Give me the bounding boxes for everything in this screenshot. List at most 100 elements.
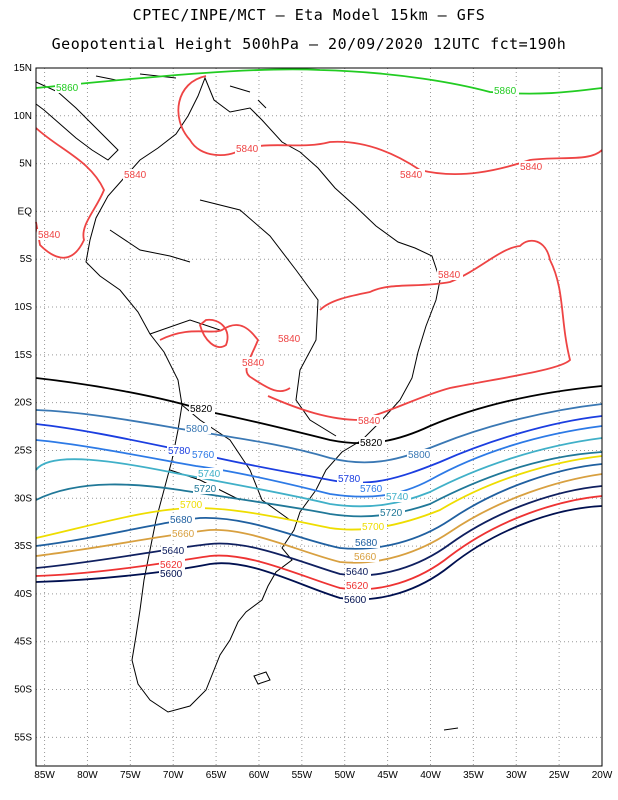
map-frame [35, 67, 603, 767]
latitude-tick-labels: 15N 10N 5N EQ 5S 10S 15S 20S 25S 30S 35S 40S 45S 50S 5… [14, 63, 33, 743]
lat-tick-label: 15S [14, 350, 32, 361]
contour-label-background [343, 594, 369, 605]
contour-5620 [35, 495, 603, 591]
map-background [36, 68, 602, 766]
contour-label-5760: 5760 [192, 450, 215, 461]
contour-label-5840: 5840 [242, 358, 265, 369]
lat-tick-label: 55S [14, 732, 32, 743]
contour-label-5820: 5820 [360, 438, 383, 449]
andes-borders [109, 229, 291, 521]
contour-label-background [353, 551, 379, 562]
contour-label-background [37, 229, 63, 240]
contour-label-5840: 5840 [124, 170, 147, 181]
contour-5840 [177, 75, 603, 176]
lon-tick-label: 85W [34, 770, 55, 781]
falkland-islands [253, 671, 271, 685]
contour-5720 [35, 451, 603, 518]
contour-label-5620: 5620 [346, 581, 369, 592]
lat-tick-label: 15N [14, 63, 32, 74]
lat-tick-label: 30S [14, 493, 32, 504]
contour-5840 [267, 239, 571, 421]
contour-label-5780: 5780 [338, 474, 361, 485]
contour-5640 [35, 485, 603, 577]
contour-5800 [35, 403, 603, 464]
lon-tick-label: 70W [163, 770, 184, 781]
contour-label-background [493, 85, 519, 96]
contour-label-5600: 5600 [160, 569, 183, 580]
contour-label-background [379, 507, 405, 518]
contour-label-5840: 5840 [400, 170, 423, 181]
contour-label-background [241, 357, 267, 368]
contour-5780 [35, 415, 603, 484]
contour-5840 [35, 127, 105, 259]
contour-label-background [354, 537, 380, 548]
lon-tick-label: 55W [292, 770, 313, 781]
lon-tick-label: 35W [463, 770, 484, 781]
contour-label-background [189, 403, 215, 414]
contour-label-background [235, 143, 261, 154]
contour-label-background [277, 333, 303, 344]
lon-tick-label: 25W [549, 770, 570, 781]
contour-5860 [35, 68, 603, 95]
contour-label-background [193, 483, 219, 494]
contour-label-5720: 5720 [380, 508, 403, 519]
contour-label-background [337, 473, 363, 484]
contour-label-5840: 5840 [236, 144, 259, 155]
lon-tick-label: 50W [334, 770, 355, 781]
contour-label-background [399, 169, 425, 180]
longitude-tick-labels: 85W 80W 75W 70W 65W 60W 55W 50W 45W 40W 35W 30W 25W 2… [34, 770, 613, 781]
contour-label-background [345, 580, 371, 591]
contour-label-background [359, 437, 385, 448]
height-contours [35, 68, 603, 601]
contour-label-5640: 5640 [346, 567, 369, 578]
lat-tick-label: 5N [19, 159, 32, 170]
contour-label-5600: 5600 [344, 595, 367, 606]
lon-tick-label: 20W [592, 770, 613, 781]
contour-label-background [345, 566, 371, 577]
lon-tick-label: 60W [249, 770, 270, 781]
lon-tick-label: 75W [120, 770, 141, 781]
lon-tick-label: 40W [420, 770, 441, 781]
contour-label-background [179, 499, 205, 510]
contour-label-5740: 5740 [386, 492, 409, 503]
contour-label-background [171, 528, 197, 539]
contour-label-5840: 5840 [38, 230, 61, 241]
lat-tick-label: 35S [14, 541, 32, 552]
south-america-coastline [85, 76, 441, 713]
lon-tick-label: 80W [77, 770, 98, 781]
lat-tick-label: 45S [14, 637, 32, 648]
contour-label-background [185, 423, 211, 434]
contour-label-5840: 5840 [358, 416, 381, 427]
lat-tick-label: 5S [20, 254, 33, 265]
contour-label-background [357, 415, 383, 426]
contour-label-background [159, 559, 185, 570]
contour-label-background [385, 491, 411, 502]
contour-label-background [519, 161, 545, 172]
contour-label-5840: 5840 [438, 270, 461, 281]
contour-label-5800: 5800 [186, 424, 209, 435]
contour-label-background [123, 169, 149, 180]
contour-5740 [35, 437, 603, 508]
lat-tick-label: 25S [14, 445, 32, 456]
contour-label-5700: 5700 [362, 522, 385, 533]
contour-label-background [167, 445, 193, 456]
contour-5840 [159, 324, 291, 392]
contour-5840 [198, 318, 229, 348]
lon-tick-label: 45W [377, 770, 398, 781]
contour-label-5680: 5680 [170, 515, 193, 526]
lat-tick-label: 20S [14, 398, 32, 409]
south-georgia [443, 727, 459, 731]
central-america-coastline [35, 81, 119, 161]
lat-tick-label: 50S [14, 685, 32, 696]
lon-tick-label: 30W [506, 770, 527, 781]
contour-label-5840: 5840 [520, 162, 543, 173]
lat-tick-label: 40S [14, 589, 32, 600]
contour-label-5740: 5740 [198, 469, 221, 480]
contour-label-5800: 5800 [408, 450, 431, 461]
contour-5760 [35, 425, 603, 498]
contour-label-background [169, 514, 195, 525]
lon-tick-label: 65W [206, 770, 227, 781]
contour-label-5680: 5680 [355, 538, 378, 549]
contour-label-background [407, 449, 433, 460]
